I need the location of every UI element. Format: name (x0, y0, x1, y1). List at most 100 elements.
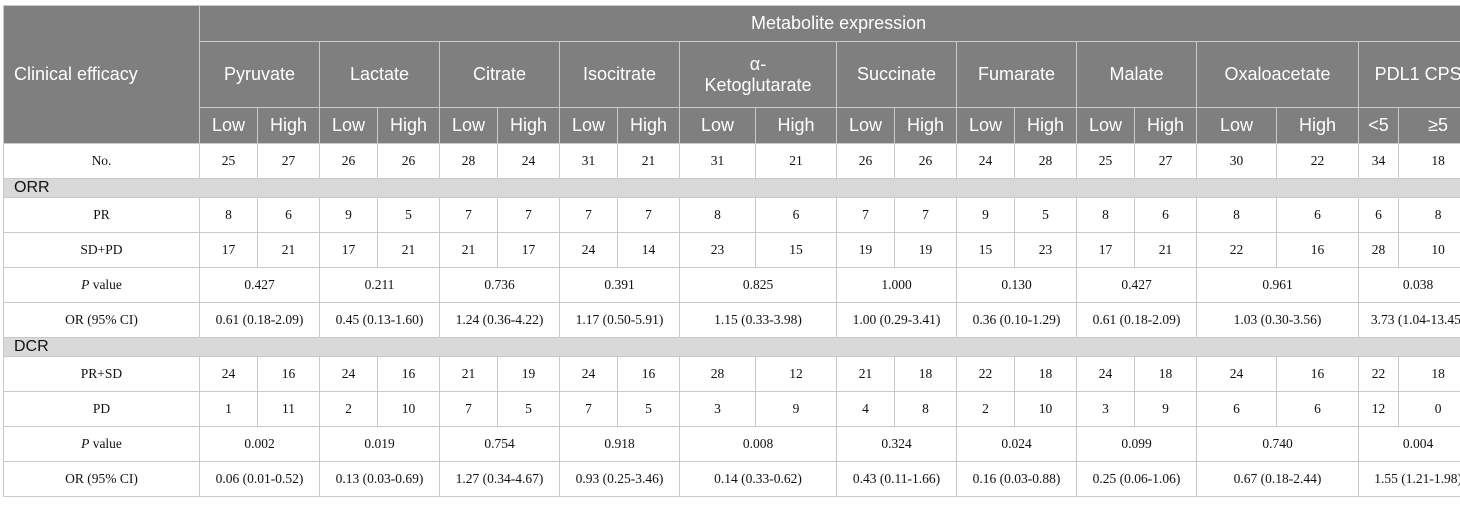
subheader-cell: High (377, 107, 440, 144)
table-cell: 0.324 (836, 426, 957, 462)
group-header-alpha-ketoglutarate-line2: Ketoglutarate (704, 74, 812, 95)
table-cell: 22 (1276, 143, 1359, 179)
p-symbol: P (81, 277, 90, 292)
table-cell: 0.43 (0.11-1.66) (836, 461, 957, 497)
results-table: Clinical efficacy Metabolite expression … (2, 5, 1460, 497)
table-cell: 0.099 (1076, 426, 1197, 462)
group-header-oxaloacetate: Oxaloacetate (1196, 41, 1359, 108)
table-cell: 4 (836, 391, 895, 427)
table-cell: 17 (319, 232, 378, 268)
subheader-cell: High (497, 107, 560, 144)
table-cell: 7 (894, 197, 957, 233)
table-cell: 10 (1397, 232, 1460, 268)
table-cell: 0.825 (679, 267, 837, 303)
table-cell: 7 (559, 391, 618, 427)
table-cell: 8 (894, 391, 957, 427)
table-cell: 26 (836, 143, 895, 179)
table-cell: 34 (1358, 143, 1399, 179)
table-cell: 17 (497, 232, 560, 268)
table-cell: 16 (1276, 356, 1359, 392)
table-cell: 18 (1397, 356, 1460, 392)
subheader-row: Low High Low High Low High Low High Low High Low Hi… (4, 107, 1460, 144)
table-cell: 0.918 (559, 426, 680, 462)
table-cell: 6 (1196, 391, 1277, 427)
subheader-cell: Low (559, 107, 618, 144)
subheader-cell: ≥5 (1397, 107, 1460, 144)
table-cell: 1.15 (0.33-3.98) (679, 302, 837, 338)
row-label-p-value: P value (3, 426, 200, 462)
table-row-no: No. 25 27 26 26 28 24 31 21 31 21 26 26 24 28 25 27 30 22… (3, 143, 1460, 179)
subheader-cell: High (1134, 107, 1197, 144)
subheader-cell: High (755, 107, 837, 144)
table-cell: 16 (1276, 232, 1359, 268)
table-cell: 10 (1014, 391, 1077, 427)
p-symbol: P (81, 436, 90, 451)
table-cell: 0.45 (0.13-1.60) (319, 302, 440, 338)
table-cell: 31 (679, 143, 756, 179)
table-cell: 0.06 (0.01-0.52) (199, 461, 320, 497)
table-cell: 24 (559, 356, 618, 392)
table-cell: 1 (199, 391, 258, 427)
table-cell: 0.004 (1357, 426, 1460, 462)
table-cell: 8 (1076, 197, 1135, 233)
table-cell: 0.13 (0.03-0.69) (319, 461, 440, 497)
table-cell: 0.211 (319, 267, 440, 303)
table-cell: 22 (1358, 356, 1399, 392)
row-label-pr: PR (3, 197, 200, 233)
table-cell: 2 (956, 391, 1015, 427)
table-cell: 7 (559, 197, 618, 233)
table-cell: 0.002 (199, 426, 320, 462)
table-cell: 21 (439, 232, 498, 268)
table-cell: 28 (679, 356, 756, 392)
table-cell: 24 (559, 232, 618, 268)
table-cell: 28 (439, 143, 498, 179)
table-cell: 24 (956, 143, 1015, 179)
table-cell: 21 (377, 232, 440, 268)
row-label-pd: PD (3, 391, 200, 427)
table-cell: 26 (894, 143, 957, 179)
table-cell: 0.008 (679, 426, 837, 462)
table-cell: 0.038 (1357, 267, 1460, 303)
subheader-cell: <5 (1358, 107, 1399, 144)
table-cell: 27 (1134, 143, 1197, 179)
table-cell: 6 (1276, 391, 1359, 427)
table-cell: 18 (1397, 143, 1460, 179)
table-cell: 26 (319, 143, 378, 179)
table-cell: 0.36 (0.10-1.29) (956, 302, 1077, 338)
table-cell: 0.427 (1076, 267, 1197, 303)
metabolite-expression-header: Metabolite expression (198, 5, 1460, 42)
table-cell: 15 (956, 232, 1015, 268)
section-row-orr: ORR (2, 178, 1460, 198)
table-cell: 18 (1134, 356, 1197, 392)
table-cell: 7 (439, 391, 498, 427)
table-row-dcr-prsd: PR+SD 24 16 24 16 21 19 24 16 28 12 21 18 22 18 24 18 24… (3, 356, 1460, 392)
table-cell: 8 (199, 197, 258, 233)
subheader-cell: High (894, 107, 957, 144)
table-cell: 0.93 (0.25-3.46) (559, 461, 680, 497)
table-cell: 8 (679, 197, 756, 233)
table-cell: 0.61 (0.18-2.09) (199, 302, 320, 338)
table-row-orr-p-value: P value 0.427 0.211 0.736 0.391 0.825 1.000 0.… (3, 267, 1460, 303)
table-cell: 21 (836, 356, 895, 392)
subheader-cell: High (1276, 107, 1359, 144)
table-cell: 0.16 (0.03-0.88) (956, 461, 1077, 497)
table-cell: 0.130 (956, 267, 1077, 303)
table-cell: 24 (319, 356, 378, 392)
table-cell: 26 (377, 143, 440, 179)
table-cell: 24 (497, 143, 560, 179)
table-row-orr-or: OR (95% CI) 0.61 (0.18-2.09) 0.45 (0.13-1… (3, 302, 1460, 338)
table-cell: 18 (894, 356, 957, 392)
row-label-p-value: P value (3, 267, 200, 303)
table-row-dcr-pd: PD 1 11 2 10 7 5 7 5 3 9 4 8 2 10 3 9 6 6 12 0 (3, 391, 1460, 427)
table-cell: 1.27 (0.34-4.67) (439, 461, 560, 497)
subheader-cell: Low (956, 107, 1015, 144)
table-cell: 11 (257, 391, 320, 427)
row-label-prsd: PR+SD (3, 356, 200, 392)
table-cell: 24 (1076, 356, 1135, 392)
table-cell: 1.03 (0.30-3.56) (1196, 302, 1359, 338)
table-cell: 1.00 (0.29-3.41) (836, 302, 957, 338)
table-cell: 10 (377, 391, 440, 427)
clinical-efficacy-header: Clinical efficacy (3, 5, 200, 144)
table-cell: 1.17 (0.50-5.91) (559, 302, 680, 338)
table-cell: 30 (1196, 143, 1277, 179)
